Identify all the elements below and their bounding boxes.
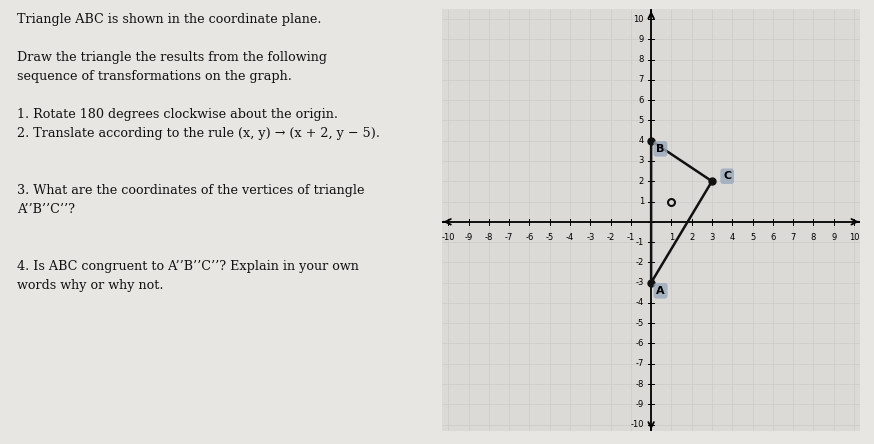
Text: C: C [723,171,732,181]
Text: -6: -6 [635,339,644,348]
Text: -9: -9 [635,400,644,409]
Text: 9: 9 [639,35,644,44]
Text: -4: -4 [565,233,574,242]
Text: 1: 1 [639,197,644,206]
Text: B: B [656,144,664,154]
Text: 8: 8 [811,233,816,242]
Text: -5: -5 [545,233,554,242]
Text: Triangle ABC is shown in the coordinate plane.

Draw the triangle the results fr: Triangle ABC is shown in the coordinate … [17,13,380,292]
Text: -1: -1 [635,238,644,246]
Text: 5: 5 [750,233,755,242]
Text: 9: 9 [831,233,836,242]
Text: -1: -1 [627,233,635,242]
Text: 7: 7 [790,233,795,242]
Text: 3: 3 [639,156,644,166]
Text: -4: -4 [635,298,644,307]
Text: 8: 8 [639,55,644,64]
Text: 1: 1 [669,233,674,242]
Text: -6: -6 [525,233,534,242]
Text: -7: -7 [635,359,644,368]
Text: 10: 10 [849,233,859,242]
Text: -3: -3 [635,278,644,287]
Text: 3: 3 [710,233,715,242]
Text: -7: -7 [505,233,513,242]
Text: -9: -9 [464,233,473,242]
Text: -10: -10 [630,420,644,429]
Text: A: A [656,286,665,296]
Text: 7: 7 [639,75,644,84]
Text: -8: -8 [485,233,493,242]
Text: -5: -5 [635,319,644,328]
Text: -2: -2 [607,233,614,242]
Text: 4: 4 [730,233,735,242]
Text: 6: 6 [770,233,775,242]
Text: -10: -10 [441,233,455,242]
Text: 2: 2 [639,177,644,186]
Text: 4: 4 [639,136,644,145]
Text: -3: -3 [586,233,594,242]
Text: 2: 2 [689,233,694,242]
Text: 6: 6 [639,95,644,105]
Text: 10: 10 [634,15,644,24]
Text: -2: -2 [635,258,644,267]
Text: -8: -8 [635,380,644,388]
Text: 5: 5 [639,116,644,125]
